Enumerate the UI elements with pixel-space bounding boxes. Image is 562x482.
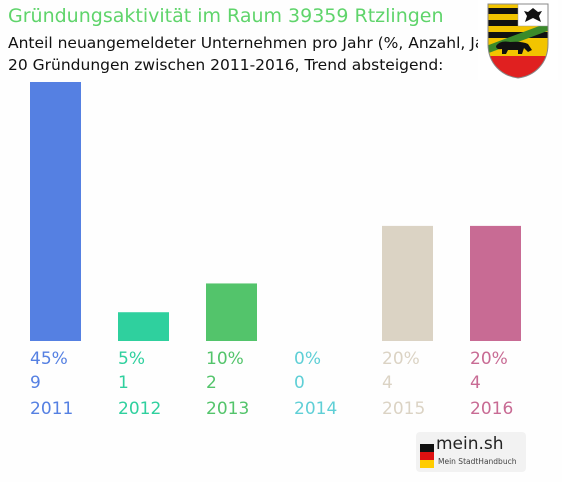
year-label-2015: 2015 bbox=[382, 399, 425, 419]
germany-flag-icon bbox=[420, 444, 434, 468]
count-label-2012: 1 bbox=[118, 373, 129, 393]
chart-subtitle-line2: 20 Gründungen zwischen 2011-2016, Trend … bbox=[8, 56, 444, 74]
chart-title: Gründungsaktivität im Raum 39359 Rtzling… bbox=[8, 5, 444, 27]
count-label-2015: 4 bbox=[382, 373, 393, 393]
year-label-2016: 2016 bbox=[470, 399, 513, 419]
bar-2011 bbox=[30, 82, 81, 341]
year-label-2012: 2012 bbox=[118, 399, 161, 419]
bar-2012 bbox=[118, 312, 169, 341]
value-label-2014: 0% bbox=[294, 349, 321, 369]
year-label-2014: 2014 bbox=[294, 399, 337, 419]
bar-2016 bbox=[470, 225, 521, 341]
value-label-2015: 20% bbox=[382, 349, 420, 369]
count-label-2013: 2 bbox=[206, 373, 217, 393]
count-label-2016: 4 bbox=[470, 373, 481, 393]
year-label-2013: 2013 bbox=[206, 399, 249, 419]
value-label-2016: 20% bbox=[470, 349, 508, 369]
bar-2015 bbox=[382, 225, 433, 341]
count-label-2011: 9 bbox=[30, 373, 41, 393]
count-label-2014: 0 bbox=[294, 373, 305, 393]
brand-name: mein.sh bbox=[436, 434, 504, 454]
brand-badge[interactable]: mein.sh Mein StadtHandbuch bbox=[416, 432, 526, 472]
bar-2013 bbox=[206, 283, 257, 341]
year-label-2011: 2011 bbox=[30, 399, 73, 419]
value-label-2012: 5% bbox=[118, 349, 145, 369]
brand-tagline: Mein StadtHandbuch bbox=[438, 457, 517, 466]
saxony-anhalt-coat-of-arms-icon bbox=[478, 0, 558, 80]
value-label-2013: 10% bbox=[206, 349, 244, 369]
chart-subtitle-line1: Anteil neuangemeldeter Unternehmen pro J… bbox=[8, 34, 507, 52]
value-label-2011: 45% bbox=[30, 349, 68, 369]
